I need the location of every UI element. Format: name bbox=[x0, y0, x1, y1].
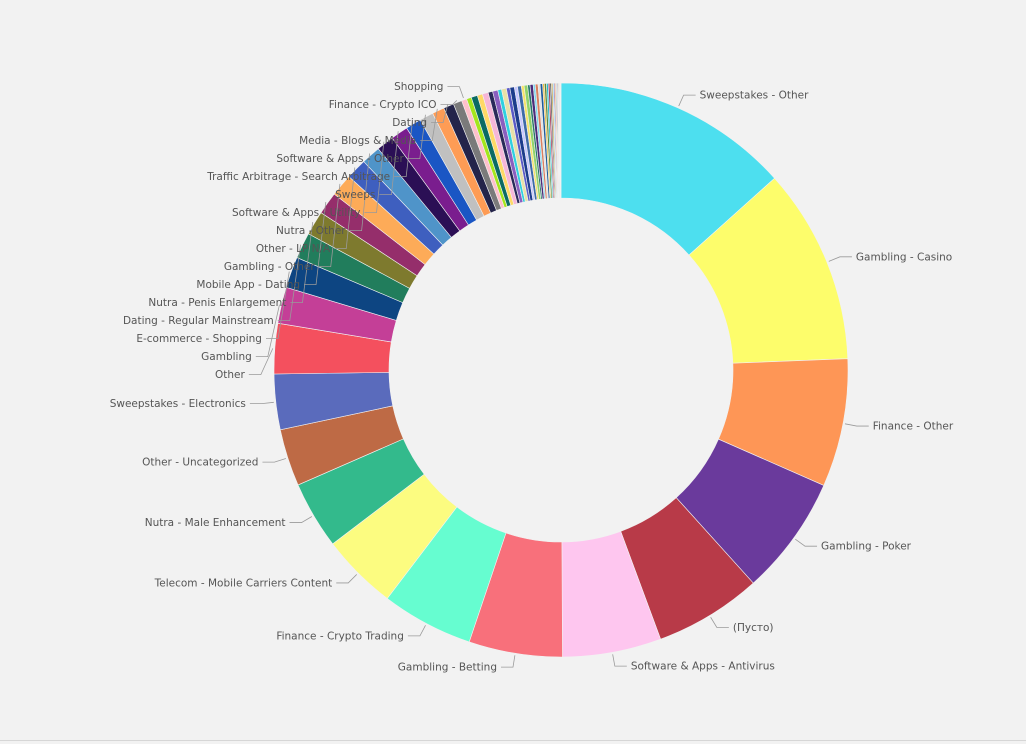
slice-label-sweepstakes-other: Sweepstakes - Other bbox=[700, 90, 809, 102]
slices-group bbox=[273, 82, 849, 658]
leader-line-gambling bbox=[255, 304, 280, 358]
leader-line-other-uncategorized bbox=[262, 458, 286, 463]
leader-line-gambling-poker bbox=[795, 538, 818, 547]
leader-line-finance-other bbox=[844, 423, 869, 427]
slice-label-media-blogs-media: Media - Blogs & Media bbox=[299, 135, 416, 147]
leader-lines-group bbox=[248, 86, 869, 668]
leader-line-gambling-casino bbox=[828, 256, 852, 262]
slice-label-gambling-casino: Gambling - Casino bbox=[856, 251, 952, 263]
leader-line-sweeps bbox=[379, 131, 399, 196]
slice-label-e-commerce-shopping: E-commerce - Shopping bbox=[136, 333, 262, 345]
leader-line-nutra-other bbox=[349, 153, 370, 232]
slice-label-gambling: Gambling bbox=[201, 351, 252, 363]
slice-label-dating: Dating bbox=[392, 117, 427, 129]
leader-line-e-commerce-shopping bbox=[265, 271, 290, 340]
leader-line-dating-regular-mainstream bbox=[277, 244, 301, 322]
leader-line-media-blogs-media bbox=[420, 108, 438, 142]
slice-label-finance-other: Finance - Other bbox=[873, 421, 954, 433]
leader-line-software-apps-other bbox=[407, 114, 426, 160]
leader-line-shopping bbox=[447, 86, 464, 99]
leader-line-software-apps-antivirus bbox=[612, 654, 627, 667]
leader-line-finance-crypto-ico bbox=[440, 100, 458, 106]
slice-label-other-lp-n-a: Other - LP N/A bbox=[256, 243, 331, 255]
leader-line-finance-crypto-trading bbox=[407, 625, 426, 637]
slice-label-nutra-male-enhancement: Nutra - Male Enhancement bbox=[145, 517, 286, 529]
slice-label-sweeps: Sweeps bbox=[335, 189, 375, 201]
slice-label-telecom-mobile-carriers-content: Telecom - Mobile Carriers Content bbox=[154, 577, 333, 589]
slice-label-sweepstakes-electronics: Sweepstakes - Electronics bbox=[110, 398, 246, 410]
slice-label-gambling-betting: Gambling - Betting bbox=[398, 662, 497, 674]
leader-line-sweepstakes-electronics bbox=[249, 401, 274, 405]
bottom-divider bbox=[0, 740, 1026, 741]
slice-minor-35[interactable] bbox=[560, 82, 562, 199]
leader-line-traffic-arbitrage-search-arbitrage bbox=[394, 122, 413, 178]
slice-label-software-apps-utility: Software & Apps - Utility bbox=[232, 207, 360, 219]
leader-line-telecom-mobile-carriers-content bbox=[336, 574, 358, 584]
leader-line-other-lp-n-a bbox=[334, 167, 356, 250]
leader-line-nutra-penis-enlargement bbox=[290, 222, 314, 304]
slice-label-gambling-poker: Gambling - Poker bbox=[821, 541, 912, 553]
leader-line-other bbox=[248, 348, 274, 376]
slice-label-mobile-app-dating: Mobile App - Dating bbox=[196, 279, 300, 291]
leader-line-пусто bbox=[710, 617, 729, 628]
leader-line-software-apps-utility bbox=[364, 141, 385, 214]
slice-label-nutra-penis-enlargement: Nutra - Penis Enlargement bbox=[148, 297, 286, 309]
leader-line-sweepstakes-other bbox=[678, 94, 696, 107]
leader-line-gambling-other bbox=[318, 183, 341, 268]
slice-labels-group: Sweepstakes - Other Gambling - Casino Fina… bbox=[110, 81, 954, 673]
slice-label-dating-regular-mainstream: Dating - Regular Mainstream bbox=[123, 315, 274, 327]
leader-line-gambling-betting bbox=[500, 655, 516, 668]
slice-label-other-uncategorized: Other - Uncategorized bbox=[142, 457, 258, 469]
slice-label-пусто: (Пусто) bbox=[733, 622, 774, 634]
slice-label-finance-crypto-ico: Finance - Crypto ICO bbox=[329, 99, 437, 111]
leader-line-mobile-app-dating bbox=[304, 202, 327, 286]
slice-label-shopping: Shopping bbox=[394, 81, 443, 93]
slice-label-software-apps-antivirus: Software & Apps - Antivirus bbox=[631, 661, 775, 673]
leader-line-nutra-male-enhancement bbox=[289, 516, 313, 523]
slice-label-other: Other bbox=[215, 369, 245, 381]
slice-label-nutra-other: Nutra - Other bbox=[276, 225, 346, 237]
slice-label-gambling-other: Gambling - Other bbox=[224, 261, 316, 273]
slice-label-finance-crypto-trading: Finance - Crypto Trading bbox=[276, 630, 404, 642]
slice-label-software-apps-other: Software & Apps - Other bbox=[276, 153, 404, 165]
slice-label-traffic-arbitrage-search-arbitrage: Traffic Arbitrage - Search Arbitrage bbox=[206, 171, 390, 183]
